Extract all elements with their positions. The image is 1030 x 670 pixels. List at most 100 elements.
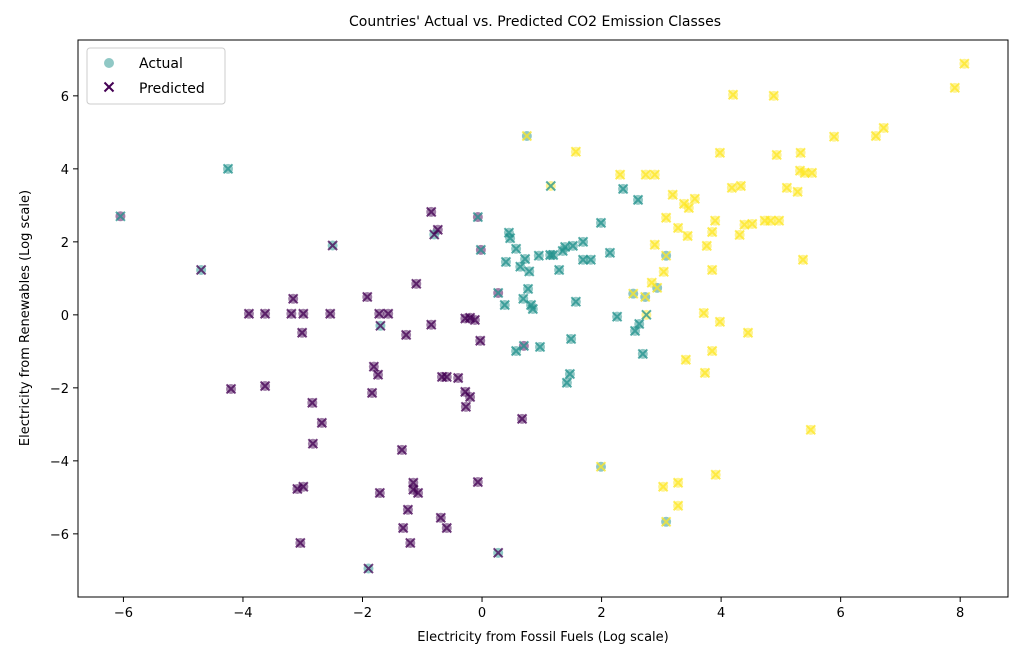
predicted-point: [706, 264, 718, 276]
y-tick-label: −2: [50, 382, 69, 397]
predicted-point: [510, 243, 522, 254]
x-tick-label: 2: [597, 606, 605, 621]
predicted-point: [492, 547, 504, 559]
predicted-point: [667, 189, 678, 200]
predicted-point: [660, 516, 672, 528]
predicted-point: [469, 314, 481, 326]
predicted-point: [701, 240, 712, 252]
y-tick-label: −6: [50, 528, 69, 543]
predicted-point: [441, 371, 452, 383]
x-tick-label: 8: [956, 606, 964, 621]
predicted-point: [632, 194, 644, 206]
predicted-point: [746, 218, 758, 230]
predicted-point: [441, 522, 452, 534]
predicted-point: [522, 283, 534, 295]
predicted-point: [524, 266, 535, 277]
predicted-point: [518, 293, 529, 304]
predicted-point: [629, 325, 641, 337]
predicted-point: [521, 130, 533, 142]
predicted-point: [287, 293, 299, 304]
predicted-point: [714, 147, 726, 158]
predicted-point: [327, 240, 338, 251]
plot-frame: [77, 39, 1009, 598]
predicted-point: [689, 193, 701, 204]
predicted-point: [710, 469, 721, 480]
predicted-point: [519, 253, 531, 265]
predicted-point: [492, 287, 504, 299]
predicted-point: [363, 563, 374, 574]
predicted-point: [426, 319, 437, 330]
predicted-point: [611, 311, 623, 322]
predicted-point: [464, 391, 476, 403]
predicted-point: [878, 122, 889, 134]
predicted-point: [397, 522, 409, 534]
predicted-point: [259, 308, 271, 319]
predicted-point: [412, 487, 424, 499]
predicted-point: [617, 183, 629, 195]
predicted-point: [637, 348, 649, 360]
predicted-point: [429, 229, 440, 240]
predicted-point: [641, 309, 652, 321]
predicted-point: [672, 500, 684, 511]
predicted-point: [828, 131, 840, 142]
predicted-point: [435, 512, 447, 524]
predicted-point: [545, 180, 556, 192]
predicted-point: [307, 438, 319, 449]
predicted-point: [698, 307, 709, 319]
predicted-point: [672, 477, 684, 488]
predicted-point: [649, 169, 660, 180]
predicted-point: [472, 476, 484, 488]
predicted-point: [316, 417, 328, 429]
predicted-point: [672, 222, 684, 234]
predicted-point: [374, 308, 385, 319]
predicted-point: [683, 202, 695, 214]
x-tick-label: 4: [717, 606, 725, 621]
predicted-point: [773, 215, 785, 226]
predicted-point: [553, 264, 565, 276]
predicted-point: [286, 308, 297, 319]
y-tick-label: 4: [61, 163, 69, 178]
predicted-point: [547, 249, 559, 261]
predicted-point: [400, 329, 412, 341]
predicted-point: [706, 226, 718, 238]
predicted-point: [259, 380, 271, 392]
predicted-point: [742, 327, 754, 338]
predicted-point: [298, 308, 309, 319]
predicted-point: [797, 254, 809, 265]
predicted-point: [499, 299, 510, 311]
predicted-point: [374, 487, 386, 499]
predicted-point: [382, 308, 394, 319]
x-tick-label: −4: [233, 606, 252, 621]
predicted-point: [411, 278, 422, 290]
predicted-point: [805, 424, 816, 436]
predicted-point: [222, 163, 234, 175]
predicted-point: [475, 244, 487, 256]
predicted-point: [640, 169, 652, 180]
predicted-point: [570, 146, 582, 157]
predicted-point: [544, 249, 556, 261]
predicted-point: [646, 277, 657, 288]
predicted-point: [396, 444, 408, 456]
legend-predicted-label: Predicted: [139, 81, 205, 97]
predicted-point: [567, 240, 579, 252]
predicted-point: [534, 341, 546, 353]
predicted-point: [296, 327, 308, 338]
predicted-point: [657, 481, 669, 492]
predicted-point: [680, 354, 692, 365]
predicted-point: [516, 413, 528, 425]
predicted-point: [727, 89, 739, 100]
predicted-point: [402, 504, 414, 515]
predicted-point: [243, 308, 255, 319]
predicted-point: [682, 230, 693, 242]
predicted-point: [366, 387, 378, 399]
predicted-point: [368, 361, 380, 372]
predicted-point: [472, 211, 484, 223]
predicted-point: [795, 147, 806, 158]
y-tick-label: 6: [61, 90, 69, 105]
predicted-point: [735, 180, 747, 192]
predicted-point: [564, 368, 576, 380]
predicted-point: [426, 206, 437, 218]
predicted-point: [639, 291, 651, 303]
